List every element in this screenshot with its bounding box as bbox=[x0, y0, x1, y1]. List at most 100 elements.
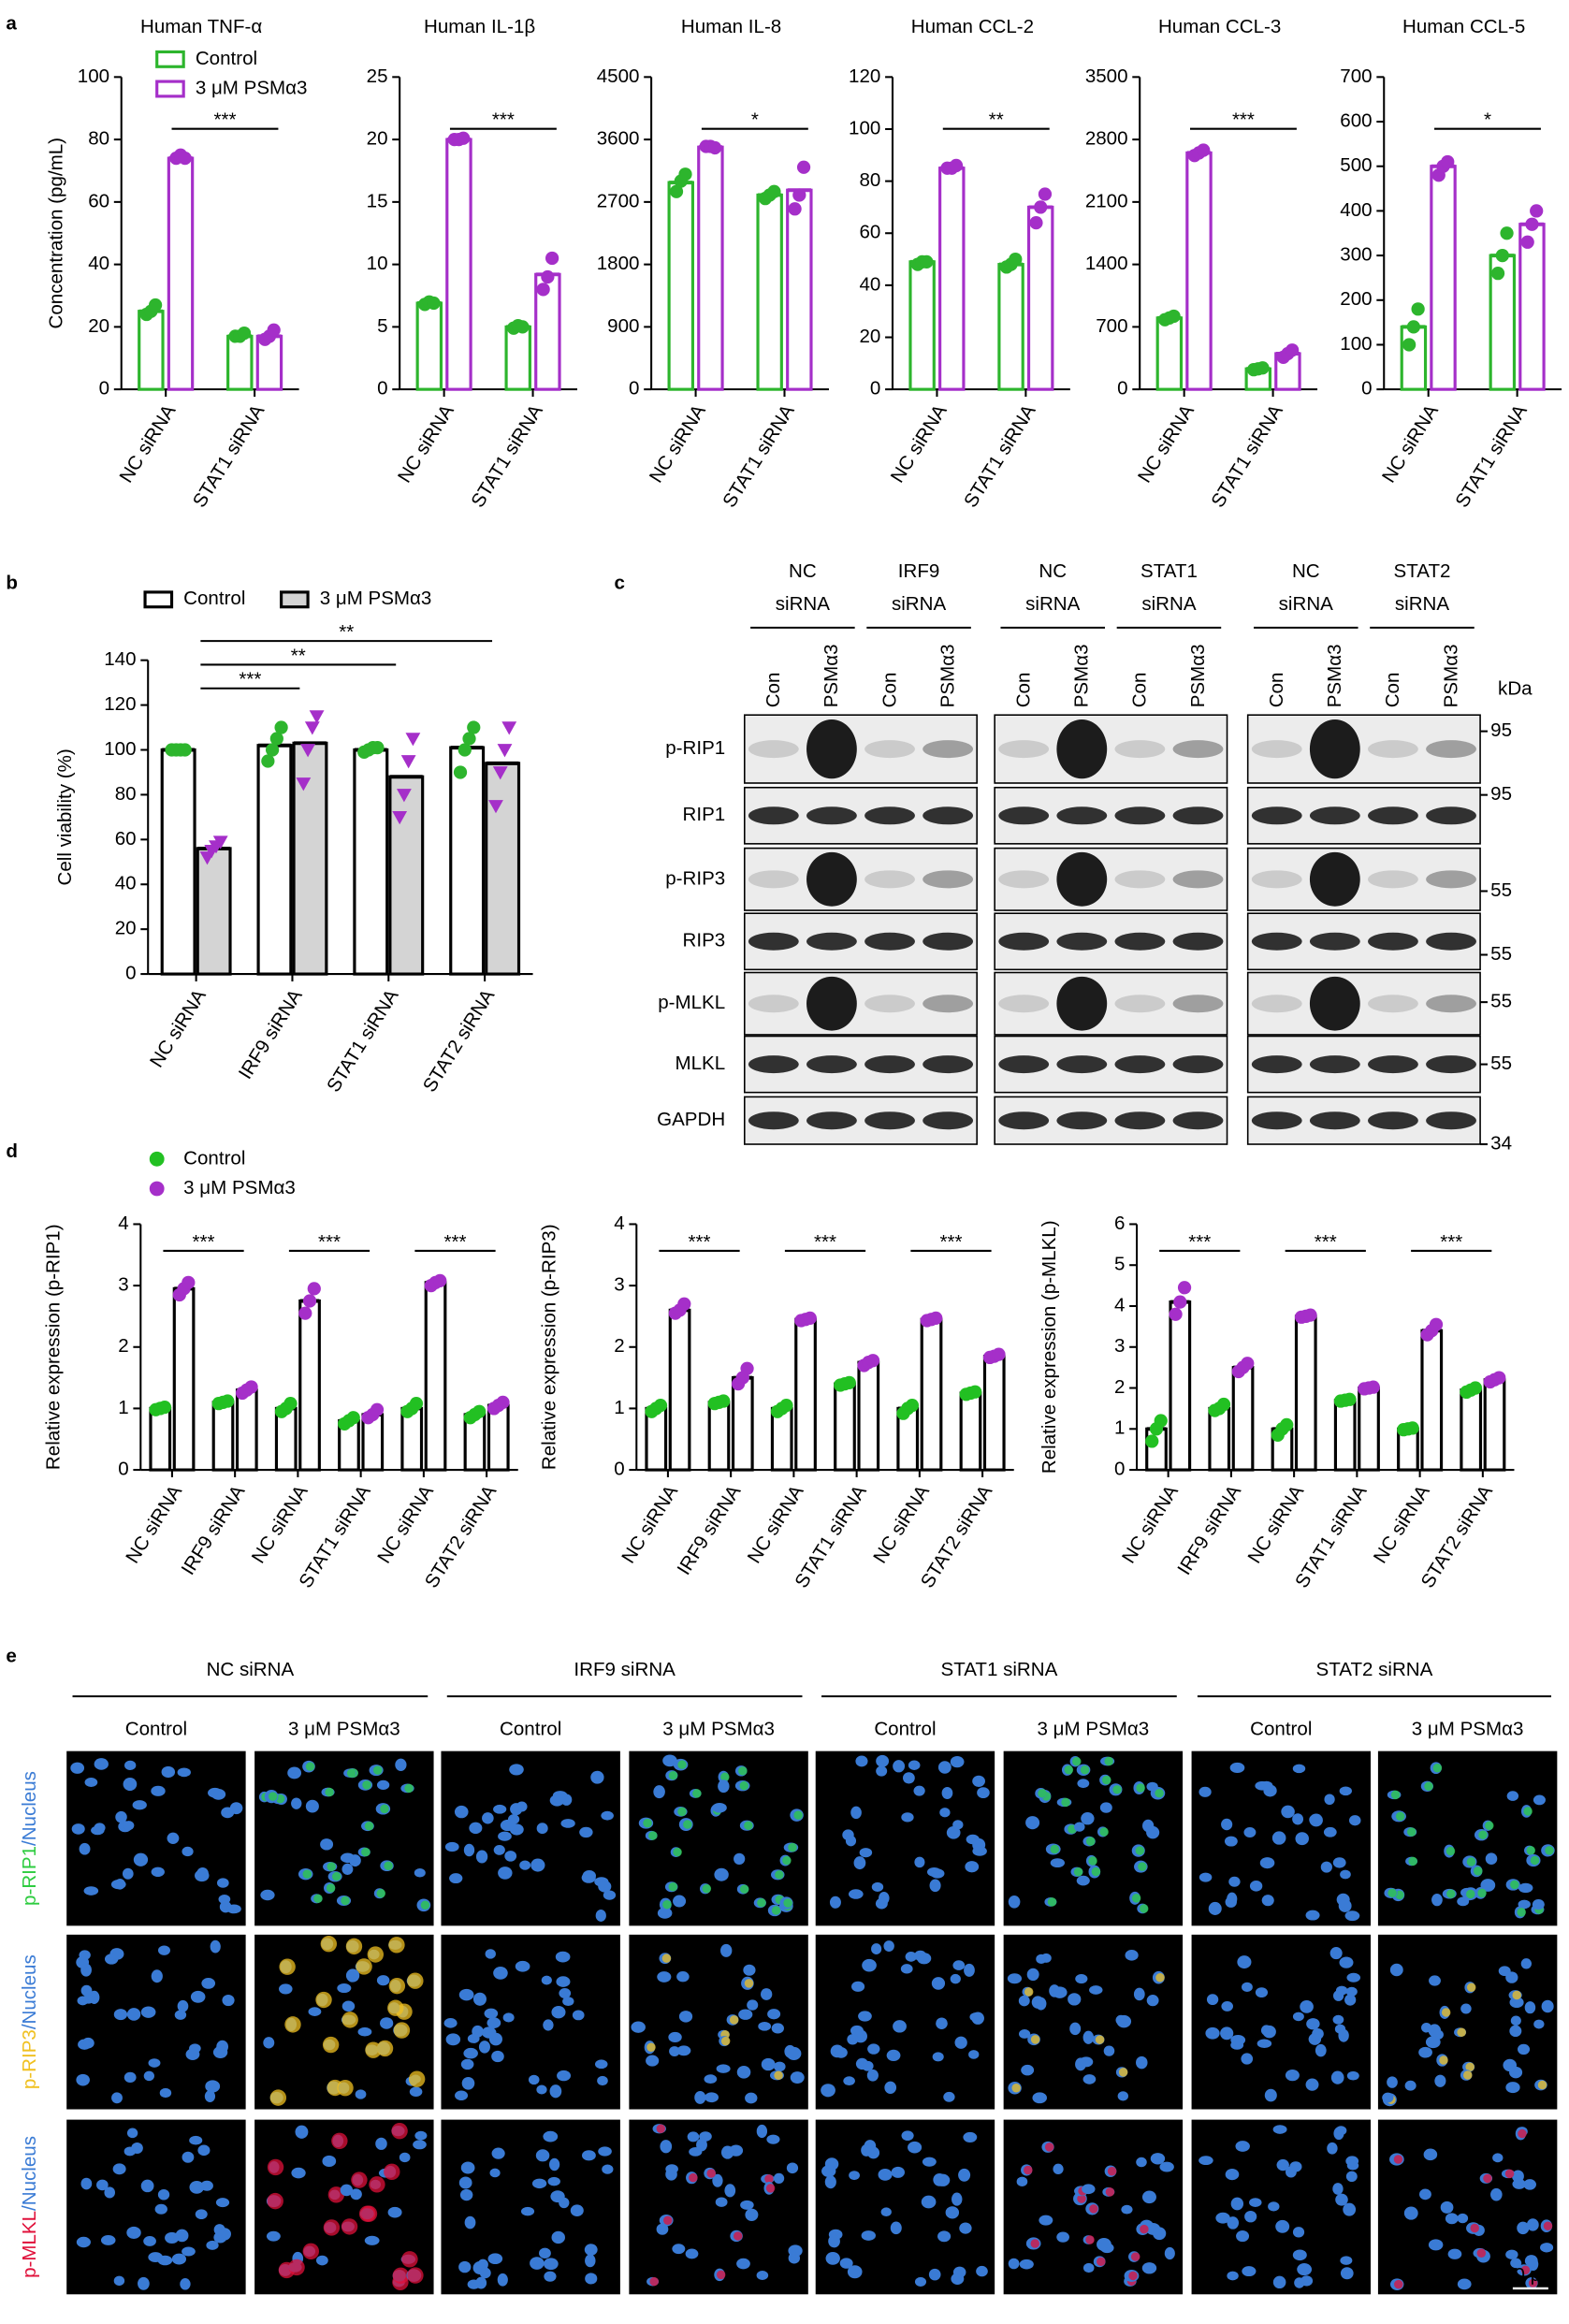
bar bbox=[794, 1317, 817, 1472]
nucleus bbox=[1312, 2027, 1324, 2040]
stain-signal bbox=[1072, 1756, 1082, 1766]
y-tick-label: 60 bbox=[88, 190, 109, 211]
data-point bbox=[392, 811, 408, 825]
nucleus bbox=[140, 2179, 154, 2193]
stain-signal bbox=[1483, 2173, 1492, 2184]
nucleus bbox=[1125, 1950, 1139, 1961]
nucleus bbox=[1518, 1882, 1533, 1894]
blot-band bbox=[923, 740, 974, 759]
nucleus bbox=[598, 2146, 612, 2157]
nucleus bbox=[226, 1904, 241, 1914]
nucleus bbox=[715, 2197, 728, 2207]
blot-band bbox=[1251, 995, 1302, 1013]
data-point bbox=[462, 732, 476, 746]
data-point bbox=[237, 326, 252, 341]
stain-signal bbox=[1408, 1856, 1417, 1866]
stain-signal bbox=[327, 1862, 336, 1871]
nucleus bbox=[678, 2011, 693, 2023]
nucleus bbox=[1457, 2278, 1472, 2290]
stain-signal bbox=[369, 2176, 385, 2193]
blot-band bbox=[1056, 851, 1108, 907]
nucleus bbox=[601, 1810, 614, 1821]
significance-label: *** bbox=[1188, 1231, 1211, 1253]
stain-signal bbox=[668, 1881, 678, 1892]
stain-signal bbox=[267, 2158, 284, 2176]
nucleus bbox=[123, 1777, 138, 1792]
stain-signal bbox=[367, 1946, 385, 1963]
nucleus bbox=[1056, 2231, 1069, 2243]
nucleus bbox=[891, 2166, 906, 2178]
nucleus bbox=[502, 2012, 515, 2023]
y-tick-label: 900 bbox=[607, 315, 639, 337]
y-tick-label: 60 bbox=[859, 222, 880, 243]
nucleus bbox=[1403, 2206, 1418, 2220]
stain-signal bbox=[1485, 1821, 1494, 1831]
stain-signal bbox=[1064, 1765, 1074, 1775]
blot-group-label: siRNA bbox=[892, 593, 947, 615]
blot-band bbox=[1368, 995, 1418, 1013]
stain-signal bbox=[269, 2089, 287, 2106]
legend-label: Control bbox=[183, 588, 245, 609]
data-point bbox=[370, 1402, 385, 1416]
stain-signal bbox=[1089, 2204, 1098, 2214]
data-point bbox=[949, 158, 964, 173]
stain-signal bbox=[738, 1766, 748, 1776]
nucleus bbox=[1320, 1861, 1332, 1873]
nucleus bbox=[161, 1765, 176, 1779]
stain-signal bbox=[1155, 1788, 1164, 1798]
nucleus bbox=[1338, 1899, 1352, 1912]
blot-band bbox=[864, 1111, 915, 1130]
y-tick-label: 140 bbox=[104, 648, 136, 670]
marker-label: 55 bbox=[1490, 1053, 1512, 1074]
nucleus bbox=[341, 2000, 356, 2012]
y-tick-label: 5 bbox=[1114, 1254, 1125, 1275]
nucleus bbox=[1115, 2014, 1126, 2026]
lane-label: Con bbox=[1013, 673, 1035, 708]
data-point bbox=[261, 754, 275, 768]
nucleus bbox=[1008, 2258, 1020, 2270]
nucleus bbox=[699, 2131, 712, 2142]
nucleus bbox=[1236, 2230, 1250, 2243]
lane-label: Con bbox=[1382, 673, 1403, 708]
data-point bbox=[767, 184, 781, 198]
row-label-marker: p-RIP1 bbox=[19, 1846, 40, 1906]
stain-signal bbox=[1530, 1855, 1540, 1866]
nucleus bbox=[1099, 1802, 1112, 1813]
bar bbox=[857, 1360, 880, 1472]
data-point bbox=[178, 743, 192, 757]
nucleus bbox=[1305, 1910, 1320, 1921]
y-axis-label: Relative expression (p-MLKL) bbox=[1039, 1220, 1060, 1474]
blot-band bbox=[998, 1055, 1050, 1074]
legend-label: 3 μM PSMα3 bbox=[196, 77, 308, 98]
blot-band bbox=[806, 976, 857, 1031]
nucleus bbox=[555, 1951, 571, 1963]
y-tick-label: 200 bbox=[1340, 288, 1372, 310]
nucleus bbox=[866, 2069, 879, 2082]
nucleus bbox=[821, 2084, 835, 2098]
stain-signal bbox=[1470, 2223, 1479, 2233]
stain-signal bbox=[1517, 1908, 1526, 1917]
blot-band bbox=[1426, 932, 1476, 951]
stain-signal bbox=[268, 1792, 278, 1801]
data-point bbox=[492, 766, 508, 780]
nucleus bbox=[221, 1807, 235, 1819]
blot-band bbox=[1114, 932, 1166, 951]
stain-signal bbox=[1446, 1846, 1456, 1856]
blot-band bbox=[1309, 806, 1360, 825]
stain-signal bbox=[1104, 1756, 1113, 1766]
nucleus bbox=[1242, 2266, 1257, 2277]
y-tick-label: 40 bbox=[859, 273, 880, 295]
stain-signal bbox=[384, 2163, 400, 2181]
stain-signal bbox=[1139, 1904, 1149, 1913]
y-tick-label: 3 bbox=[1114, 1335, 1125, 1357]
data-point bbox=[1366, 1380, 1380, 1394]
x-tick-label: NC siRNA bbox=[373, 1481, 438, 1567]
nucleus bbox=[189, 2181, 205, 2194]
stain-signal bbox=[341, 2012, 358, 2028]
legend-label: Control bbox=[196, 48, 257, 69]
nucleus bbox=[143, 2070, 155, 2082]
nucleus bbox=[1485, 1852, 1498, 1866]
nucleus bbox=[646, 2055, 660, 2067]
nucleus bbox=[497, 2273, 508, 2287]
nucleus bbox=[1221, 2000, 1233, 2012]
